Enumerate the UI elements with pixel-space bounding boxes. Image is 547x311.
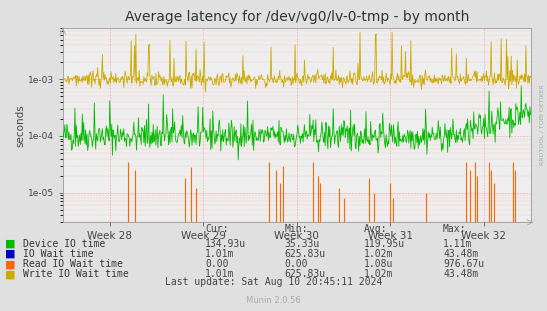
Text: 43.48m: 43.48m (443, 249, 478, 259)
Y-axis label: seconds: seconds (15, 104, 25, 146)
Text: RRDTOOL / TOBI OETIKER: RRDTOOL / TOBI OETIKER (539, 84, 544, 165)
Text: Cur:: Cur: (205, 224, 229, 234)
Text: 43.48m: 43.48m (443, 269, 478, 279)
Text: ■: ■ (5, 269, 16, 279)
Text: 1.01m: 1.01m (205, 269, 235, 279)
Text: 119.95u: 119.95u (364, 239, 405, 249)
Text: Avg:: Avg: (364, 224, 387, 234)
Text: ■: ■ (5, 239, 16, 249)
Text: 1.02m: 1.02m (364, 269, 393, 279)
Text: 134.93u: 134.93u (205, 239, 246, 249)
Text: ■: ■ (5, 249, 16, 259)
Text: Last update: Sat Aug 10 20:45:11 2024: Last update: Sat Aug 10 20:45:11 2024 (165, 277, 382, 287)
Text: Min:: Min: (284, 224, 308, 234)
Text: 625.83u: 625.83u (284, 269, 325, 279)
Text: 35.33u: 35.33u (284, 239, 319, 249)
Text: ■: ■ (5, 259, 16, 269)
Text: 1.01m: 1.01m (205, 249, 235, 259)
Text: 1.02m: 1.02m (364, 249, 393, 259)
Text: 0.00: 0.00 (205, 259, 229, 269)
Text: IO Wait time: IO Wait time (23, 249, 94, 259)
Text: Read IO Wait time: Read IO Wait time (23, 259, 123, 269)
Title: Average latency for /dev/vg0/lv-0-tmp - by month: Average latency for /dev/vg0/lv-0-tmp - … (125, 10, 469, 24)
Text: Max:: Max: (443, 224, 467, 234)
Text: 976.67u: 976.67u (443, 259, 484, 269)
Text: Device IO time: Device IO time (23, 239, 105, 249)
Text: Munin 2.0.56: Munin 2.0.56 (246, 296, 301, 305)
Text: Write IO Wait time: Write IO Wait time (23, 269, 129, 279)
Text: 1.11m: 1.11m (443, 239, 473, 249)
Text: 625.83u: 625.83u (284, 249, 325, 259)
Text: 0.00: 0.00 (284, 259, 308, 269)
Text: 1.08u: 1.08u (364, 259, 393, 269)
